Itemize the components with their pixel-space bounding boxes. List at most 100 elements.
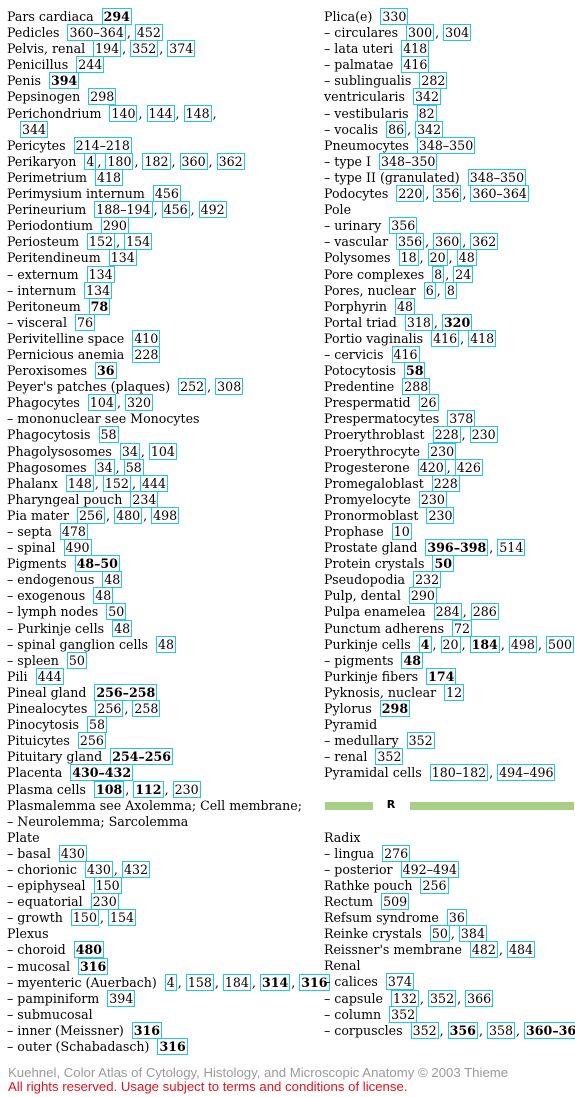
page-link[interactable]: 230 xyxy=(469,426,498,444)
page-link[interactable]: 72 xyxy=(452,619,473,637)
page-link[interactable]: 256 xyxy=(420,876,449,894)
page-link[interactable]: 356 xyxy=(396,233,425,251)
page-link[interactable]: 228 xyxy=(132,345,161,363)
page-link[interactable]: 384 xyxy=(458,925,487,943)
page-link[interactable]: 254–256 xyxy=(110,748,174,766)
page-link[interactable]: 352 xyxy=(130,40,159,58)
page-link[interactable]: 108 xyxy=(93,780,125,798)
page-link[interactable]: 416 xyxy=(401,56,430,74)
page-link[interactable]: 8 xyxy=(444,281,457,299)
page-link[interactable]: 230 xyxy=(428,442,457,460)
page-link[interactable]: 374 xyxy=(385,973,414,991)
page-link[interactable]: 112 xyxy=(133,780,164,798)
page-link[interactable]: 316 xyxy=(299,973,330,991)
page-link[interactable]: 284 xyxy=(433,603,462,621)
page-link[interactable]: 360–364 xyxy=(470,185,529,203)
page-link[interactable]: 418 xyxy=(401,40,430,58)
page-link[interactable]: 456 xyxy=(161,201,190,219)
page-link[interactable]: 304 xyxy=(443,24,472,42)
page-link[interactable]: 214–218 xyxy=(73,136,132,154)
page-link[interactable]: 342 xyxy=(413,88,442,106)
page-link[interactable]: 444 xyxy=(139,474,169,492)
page-link[interactable]: 228 xyxy=(431,474,460,492)
page-link[interactable]: 134 xyxy=(86,265,115,283)
page-link[interactable]: 490 xyxy=(63,539,92,557)
page-link[interactable]: 58 xyxy=(123,458,144,476)
page-link[interactable]: 276 xyxy=(382,844,411,862)
page-link[interactable]: 82 xyxy=(416,104,437,122)
page-link[interactable]: 430–432 xyxy=(70,764,134,782)
page-link[interactable]: 132 xyxy=(390,989,420,1007)
page-link[interactable]: 180 xyxy=(105,152,134,170)
page-link[interactable]: 194 xyxy=(93,40,122,58)
page-link[interactable]: 300 xyxy=(406,24,435,42)
page-link[interactable]: 430 xyxy=(58,844,87,862)
page-link[interactable]: 356 xyxy=(433,185,462,203)
page-link[interactable]: 360–364 xyxy=(524,1021,575,1039)
page-link[interactable]: 348–350 xyxy=(378,152,438,170)
page-link[interactable]: 140 xyxy=(109,104,138,122)
page-link[interactable]: 360–364 xyxy=(67,24,126,42)
page-link[interactable]: 509 xyxy=(381,892,410,910)
page-link[interactable]: 230 xyxy=(90,893,119,911)
page-link[interactable]: 36 xyxy=(446,909,467,927)
page-link[interactable]: 48 xyxy=(401,651,424,669)
page-link[interactable]: 258 xyxy=(132,700,161,718)
page-link[interactable]: 50 xyxy=(66,651,87,669)
page-link[interactable]: 48–50 xyxy=(74,555,120,573)
page-link[interactable]: 494–496 xyxy=(497,764,556,782)
page-link[interactable]: 104 xyxy=(87,394,116,412)
page-link[interactable]: 316 xyxy=(78,957,109,975)
page-link[interactable]: 362 xyxy=(470,233,499,251)
page-link[interactable]: 188–194 xyxy=(94,201,153,219)
page-link[interactable]: 394 xyxy=(48,72,80,90)
page-link[interactable]: 352 xyxy=(406,732,435,750)
page-link[interactable]: 48 xyxy=(112,619,133,637)
page-link[interactable]: 10 xyxy=(391,523,412,540)
page-link[interactable]: 184 xyxy=(469,635,500,653)
page-link[interactable]: 34 xyxy=(119,442,140,460)
page-link[interactable]: 150 xyxy=(70,909,99,927)
page-link[interactable]: 50 xyxy=(106,603,127,621)
page-link[interactable]: 498 xyxy=(508,635,537,653)
page-link[interactable]: 352 xyxy=(375,748,404,766)
page-link[interactable]: 480 xyxy=(114,506,143,524)
page-link[interactable]: 298 xyxy=(379,700,411,718)
page-link[interactable]: 348–350 xyxy=(467,168,527,186)
page-link[interactable]: 484 xyxy=(506,941,536,959)
page-link[interactable]: 230 xyxy=(426,506,455,524)
page-link[interactable]: 432 xyxy=(121,860,150,878)
page-link[interactable]: 418 xyxy=(94,168,124,186)
page-link[interactable]: 456 xyxy=(152,185,181,203)
page-link[interactable]: 314 xyxy=(259,973,291,991)
page-link[interactable]: 48 xyxy=(102,571,123,589)
page-link[interactable]: 76 xyxy=(74,313,95,331)
page-link[interactable]: 154 xyxy=(107,909,137,927)
page-link[interactable]: 378 xyxy=(447,410,476,428)
page-link[interactable]: 58 xyxy=(403,362,426,380)
page-link[interactable]: 48 xyxy=(395,297,416,315)
page-link[interactable]: 286 xyxy=(470,603,499,621)
page-link[interactable]: 320 xyxy=(124,394,153,412)
page-link[interactable]: 318 xyxy=(404,313,433,331)
page-link[interactable]: 20 xyxy=(440,635,461,653)
page-link[interactable]: 152 xyxy=(87,233,116,251)
page-link[interactable]: 144 xyxy=(146,104,175,122)
page-link[interactable]: 36 xyxy=(95,362,117,380)
page-link[interactable]: 4 xyxy=(84,152,97,170)
page-link[interactable]: 478 xyxy=(59,523,88,540)
page-link[interactable]: 290 xyxy=(408,587,437,605)
page-link[interactable]: 416 xyxy=(431,329,460,347)
page-link[interactable]: 180–182 xyxy=(429,764,489,782)
page-link[interactable]: 514 xyxy=(497,539,526,557)
page-link[interactable]: 234 xyxy=(130,490,159,508)
page-link[interactable]: 352 xyxy=(410,1021,439,1039)
page-link[interactable]: 482 xyxy=(469,941,498,959)
page-link[interactable]: 4 xyxy=(418,635,432,653)
page-link[interactable]: 362 xyxy=(216,152,245,170)
page-link[interactable]: 256 xyxy=(77,732,106,750)
page-link[interactable]: 352 xyxy=(428,989,457,1007)
page-link[interactable]: 256 xyxy=(95,700,124,718)
page-link[interactable]: 228 xyxy=(432,426,461,444)
page-link[interactable]: 86 xyxy=(386,120,407,138)
